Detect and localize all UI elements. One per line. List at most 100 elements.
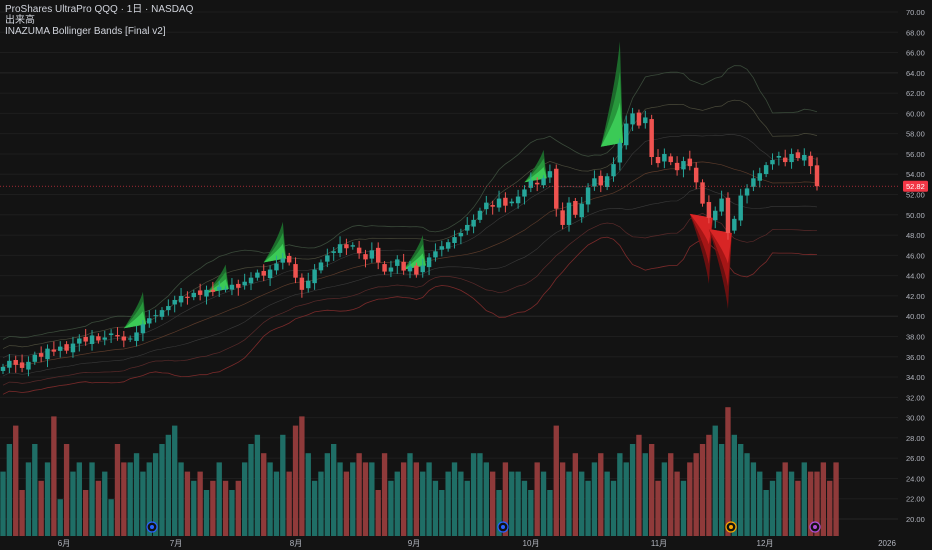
candle — [604, 173, 610, 191]
volume-bar — [159, 444, 165, 536]
candle-body — [19, 362, 25, 368]
candle — [147, 310, 152, 328]
candle — [554, 164, 559, 217]
volume-bar — [598, 453, 604, 536]
candle-body — [166, 306, 171, 311]
volume-bar — [369, 462, 375, 536]
candle — [312, 264, 317, 290]
candle — [751, 170, 756, 192]
volume-bar — [216, 462, 222, 536]
candle-body — [388, 267, 394, 272]
volume-bar — [337, 462, 343, 536]
candle — [58, 341, 63, 358]
candle-body — [267, 269, 273, 279]
candle-body — [814, 165, 820, 187]
candle-body — [51, 349, 57, 352]
volume-bar — [572, 453, 579, 536]
green-spike — [263, 243, 286, 263]
y-tick-label: 60.00 — [906, 109, 925, 118]
candle — [325, 248, 330, 268]
candle-body — [617, 142, 623, 163]
y-tick-label: 68.00 — [906, 28, 925, 37]
candle-body — [655, 157, 661, 164]
candle — [789, 148, 794, 169]
candle-body — [242, 281, 247, 286]
candle — [630, 107, 635, 132]
candle-body — [45, 348, 50, 360]
candle — [197, 283, 203, 301]
volume-bar — [57, 499, 63, 536]
candle-body — [573, 201, 578, 215]
candle — [369, 242, 375, 263]
volume-bar — [731, 434, 737, 536]
y-axis: 70.00 68.00 66.00 64.00 62.00 60.00 58.00 56.00… — [906, 8, 925, 524]
symbol-title[interactable]: ProShares UltraPro QQQ · 1日 · NASDAQ — [5, 4, 194, 15]
candle — [503, 192, 508, 213]
candle — [445, 239, 451, 252]
candle-body — [229, 284, 235, 290]
candle — [719, 190, 724, 216]
candle — [166, 299, 171, 316]
candle — [649, 114, 654, 165]
candle-body — [77, 338, 82, 344]
candle-body — [802, 154, 807, 161]
candle-body — [604, 176, 610, 188]
volume-bar — [356, 453, 362, 536]
volume-bar — [642, 453, 648, 536]
candle — [7, 354, 12, 374]
candle-body — [102, 337, 107, 340]
event-marker-icon[interactable] — [497, 521, 509, 533]
volume-bar — [407, 453, 413, 536]
candle — [229, 278, 235, 296]
candle — [13, 355, 18, 373]
volume-bar — [400, 462, 407, 536]
x-axis: 6月 7月 8月 9月 10月 11月 12月 2026 — [58, 539, 897, 548]
candle-body — [197, 290, 203, 295]
volume-bar — [814, 471, 820, 536]
candle-body — [369, 250, 375, 259]
candle-body — [623, 123, 629, 146]
candle-body — [280, 258, 286, 263]
candle-body — [725, 197, 731, 234]
candle — [763, 162, 769, 178]
volume-bar — [32, 444, 38, 536]
volume-bar — [483, 462, 489, 536]
volume-bar — [655, 480, 661, 536]
y-tick-label: 20.00 — [906, 515, 925, 524]
candle — [382, 261, 387, 275]
indicator-label[interactable]: INAZUMA Bollinger Bands [Final v2] — [5, 26, 166, 37]
candle-body — [668, 156, 673, 163]
candle-body — [738, 195, 743, 221]
event-marker-icon[interactable] — [725, 521, 737, 533]
volume-bar — [451, 462, 458, 536]
candle — [598, 170, 604, 193]
volume-bar — [229, 490, 235, 536]
candle — [242, 273, 247, 290]
y-tick-label: 36.00 — [906, 353, 925, 362]
y-tick-label: 34.00 — [906, 373, 925, 382]
price-badge-label: 52.82 — [906, 182, 925, 191]
candle — [776, 151, 782, 166]
candle-body — [509, 201, 514, 204]
volume-bar — [241, 462, 248, 536]
candle-body — [477, 210, 483, 220]
volume-bar — [420, 471, 426, 536]
volume-bar — [0, 471, 6, 536]
price-badge: 52.82 — [903, 180, 928, 192]
volume-bar — [623, 462, 629, 536]
candle — [153, 309, 158, 323]
volume-bar — [693, 453, 699, 536]
volume-label[interactable]: 出来高 — [5, 15, 35, 26]
volume-bar — [795, 480, 801, 536]
candle-body — [147, 318, 152, 324]
candle-body — [598, 175, 604, 186]
candle — [32, 351, 38, 365]
red-spike — [689, 213, 713, 245]
event-marker-icon[interactable] — [146, 521, 158, 533]
volume-bar — [273, 471, 280, 536]
candle-body — [274, 263, 279, 271]
event-marker-icon[interactable] — [809, 521, 821, 533]
volume-bar — [477, 453, 483, 536]
volume-bar — [222, 480, 229, 536]
